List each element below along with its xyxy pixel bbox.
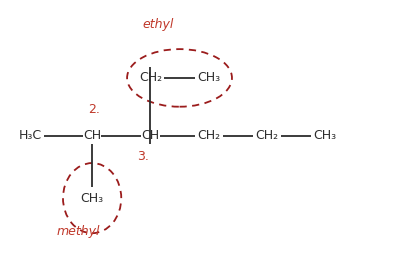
Text: CH: CH — [141, 129, 160, 142]
Text: CH₂: CH₂ — [139, 71, 162, 84]
Text: methyl: methyl — [57, 226, 100, 238]
Text: ethyl: ethyl — [143, 18, 174, 30]
Text: H₃C: H₃C — [19, 129, 41, 142]
Text: CH₂: CH₂ — [197, 129, 220, 142]
Text: CH₃: CH₃ — [314, 129, 337, 142]
Text: CH₂: CH₂ — [255, 129, 279, 142]
Text: 3.: 3. — [137, 150, 149, 163]
Text: CH: CH — [83, 129, 101, 142]
Text: 2.: 2. — [88, 103, 100, 116]
Text: CH₃: CH₃ — [197, 71, 220, 84]
Text: CH₃: CH₃ — [80, 192, 104, 205]
